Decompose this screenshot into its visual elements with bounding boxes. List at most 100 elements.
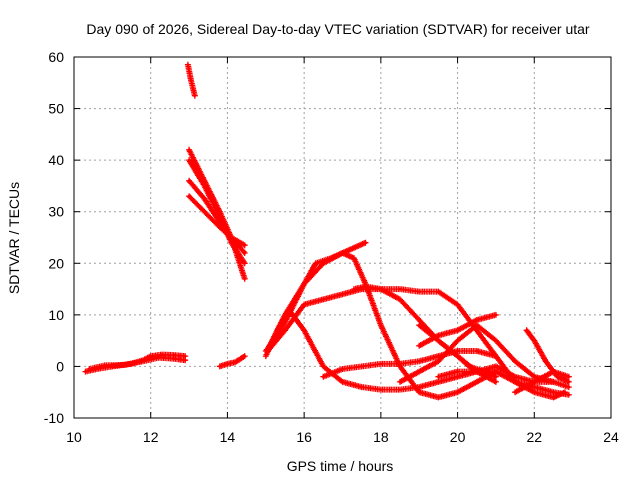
data-point [417,323,421,327]
series-marks [216,353,248,370]
data-point [84,370,87,373]
data-point [218,220,222,224]
data-point [229,236,233,239]
x-axis-label: GPS time / hours [287,458,394,474]
data-point [103,363,107,367]
data-point [417,359,421,363]
y-tick-label: 10 [48,307,64,323]
x-tick-label: 14 [220,429,236,445]
data-point [398,362,402,366]
data-point [494,370,498,373]
data-point [475,318,479,322]
data-point [341,251,344,255]
data-point [456,339,459,343]
data-point [436,375,440,379]
data-point [352,246,356,250]
series-arc-13 [351,283,572,398]
data-point [494,339,498,343]
data-point [183,358,187,362]
data-point [172,357,176,361]
data-point [436,380,440,384]
data-point [417,370,421,373]
data-point [532,390,536,394]
data-point [532,339,536,343]
data-point [233,360,237,364]
data-point [302,328,306,332]
data-point [203,197,206,201]
series-arc-12 [320,348,499,380]
data-point [525,328,529,332]
data-point [141,359,145,363]
data-point [189,78,193,82]
data-marks [82,61,572,401]
y-axis-label: SDTVAR / TECUs [6,182,22,294]
series-arc-18 [523,327,572,385]
data-point [398,287,402,291]
data-point [494,354,498,358]
data-point [567,385,571,389]
data-point [187,148,191,152]
data-point [456,349,459,353]
y-tick-label: -10 [44,410,64,426]
data-point [513,359,517,363]
series-arc-2 [184,61,198,99]
data-point [456,390,459,394]
data-point [417,344,421,348]
axis-ticks: 10 12 14 16 18 20 22 24 -10 0 10 20 30 40 50 60 [44,49,619,445]
series-arc-16 [416,311,499,349]
data-point [436,359,440,363]
data-point [379,388,383,392]
data-point [494,375,498,379]
data-point [268,344,272,348]
data-point [193,94,197,98]
x-tick-label: 22 [526,429,542,445]
data-point [172,353,176,357]
data-point [513,380,517,384]
data-point [494,380,498,384]
data-point [364,241,367,245]
series-arc-14 [397,322,557,385]
data-point [436,290,440,294]
data-point [283,313,287,317]
data-point [360,365,364,368]
x-tick-label: 10 [66,429,82,445]
data-point [321,297,325,301]
y-tick-label: 40 [48,152,64,168]
grid [74,57,611,418]
data-point [513,375,517,379]
data-point [456,370,459,373]
data-point [341,380,344,384]
data-point [398,388,402,392]
data-point [567,393,571,397]
data-point [243,243,247,247]
data-point [243,354,247,358]
y-tick-label: 60 [48,49,64,65]
x-tick-label: 16 [296,429,312,445]
data-point [243,251,247,255]
data-point [567,375,571,379]
data-point [122,363,126,367]
data-point [513,390,517,394]
y-tick-label: 50 [48,101,64,117]
data-point [494,313,498,317]
data-point [544,359,548,363]
data-point [156,356,160,360]
data-point [183,354,187,358]
data-point [379,287,383,291]
data-point [226,362,229,366]
data-point [532,375,536,379]
data-point [302,282,306,286]
data-point [552,395,555,399]
data-point [417,290,421,294]
data-point [379,362,383,366]
data-point [187,194,191,198]
y-tick-label: 20 [48,255,64,271]
data-point [218,225,222,229]
data-point [494,365,498,368]
data-point [314,261,318,265]
data-point [456,354,459,358]
series-arc-6 [186,193,248,249]
series-arc-7 [216,353,248,370]
data-point [436,339,440,343]
